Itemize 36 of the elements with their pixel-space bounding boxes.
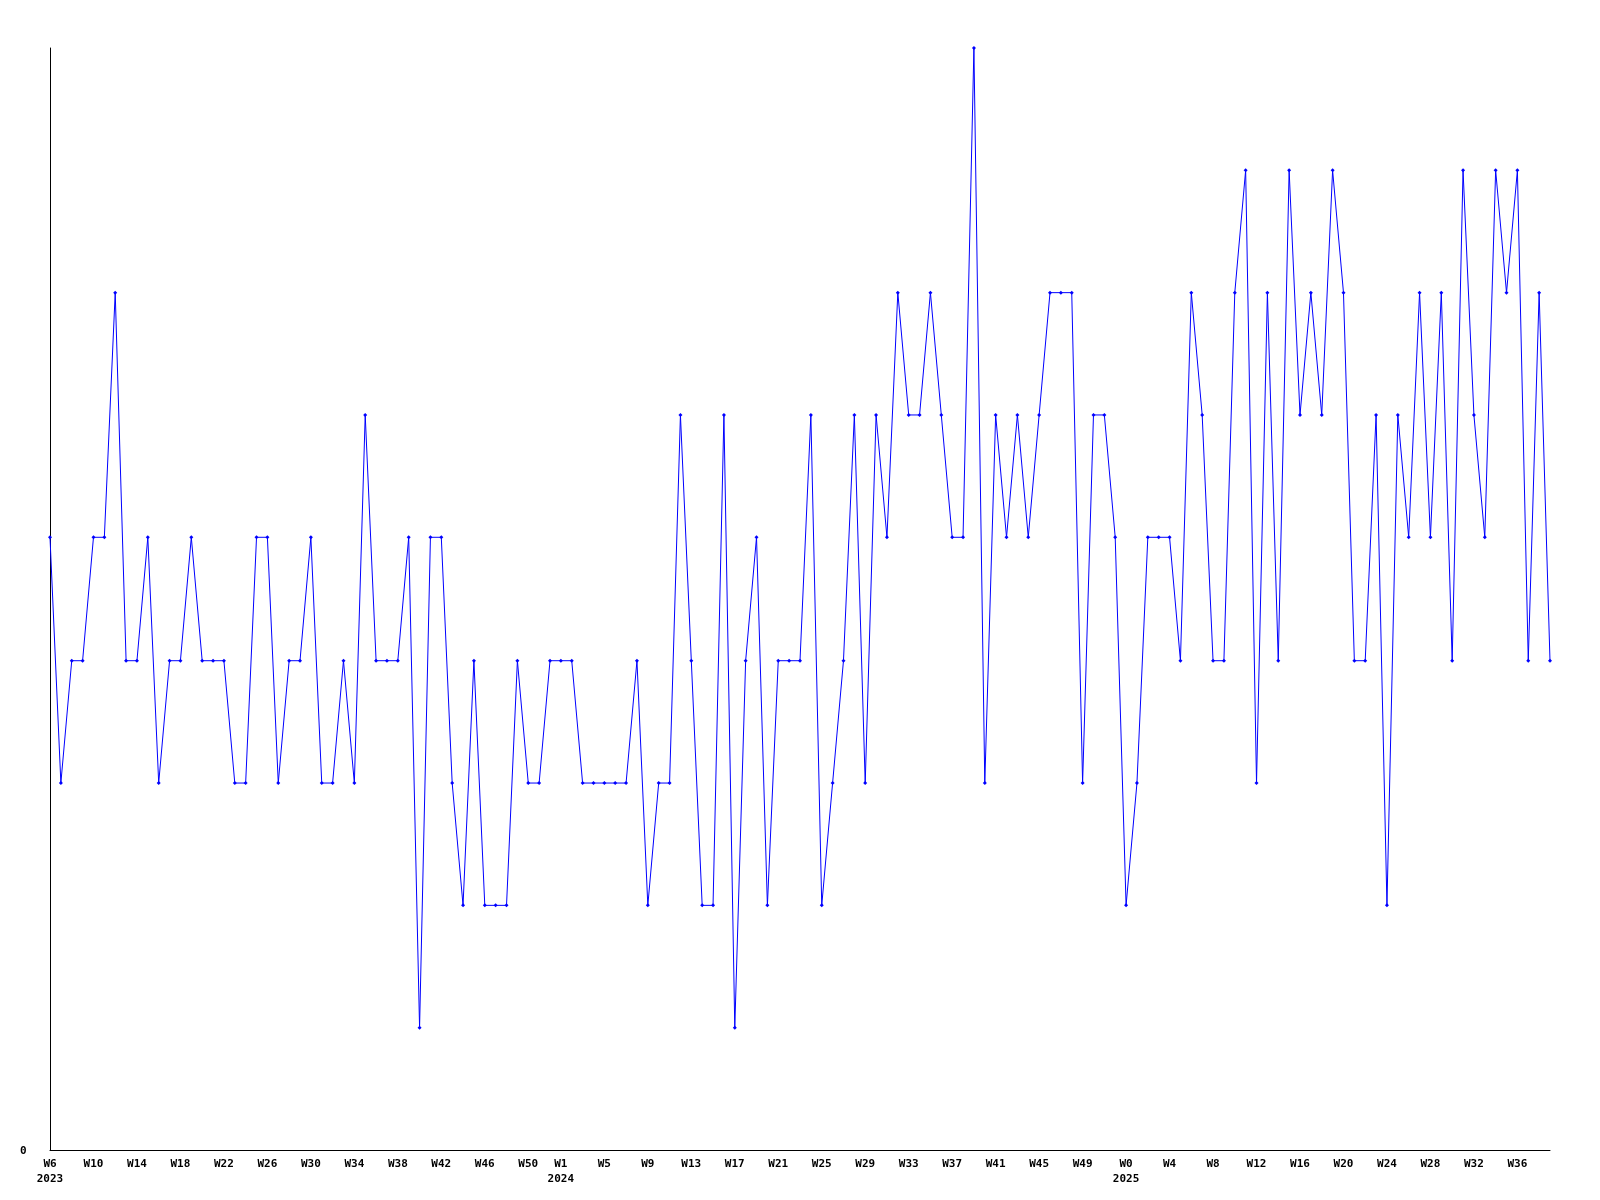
x-tick-label: W32: [1463, 1157, 1484, 1170]
x-tick-label: W25: [811, 1157, 832, 1170]
x-tick-label: W12: [1246, 1157, 1267, 1170]
x-tick-label: W17: [724, 1157, 745, 1170]
x-tick-label: W1 2024: [547, 1157, 575, 1185]
x-tick-label: W42: [431, 1157, 452, 1170]
x-tick-label: W20: [1333, 1157, 1354, 1170]
x-tick-label: W26: [257, 1157, 278, 1170]
x-tick-label: W5: [597, 1157, 611, 1170]
x-tick-label: W14: [127, 1157, 148, 1170]
x-tick-label: W16: [1290, 1157, 1311, 1170]
x-tick-label: W30: [300, 1157, 321, 1170]
x-tick-label: W24: [1377, 1157, 1398, 1170]
x-tick-label: W49: [1072, 1157, 1093, 1170]
x-tick-label: W9: [641, 1157, 655, 1170]
x-tick-label: W4: [1162, 1157, 1177, 1170]
x-tick-label: W36: [1507, 1157, 1528, 1170]
x-tick-label: W0 2025: [1112, 1157, 1140, 1185]
x-tick-label: W33: [898, 1157, 919, 1170]
x-tick-label: W22: [213, 1157, 234, 1170]
x-tick-label: W10: [83, 1157, 104, 1170]
x-tick-label: W13: [681, 1157, 702, 1170]
x-tick-label: W8: [1206, 1157, 1220, 1170]
x-tick-label: W29: [855, 1157, 876, 1170]
x-tick-label: W21: [768, 1157, 789, 1170]
x-tick-label: W6 2023: [36, 1157, 64, 1185]
text: 0: [20, 1144, 27, 1157]
x-tick-label: W38: [387, 1157, 408, 1170]
x-tick-label: W45: [1029, 1157, 1050, 1170]
x-tick-label: W46: [474, 1157, 496, 1170]
x-tick-label: W28: [1420, 1157, 1441, 1170]
x-tick-label: W41: [985, 1157, 1006, 1170]
x-tick-label: W37: [942, 1157, 963, 1170]
x-tick-label: W50: [518, 1157, 539, 1170]
x-tick-label: W34: [344, 1157, 365, 1170]
x-tick-label: W18: [170, 1157, 191, 1170]
